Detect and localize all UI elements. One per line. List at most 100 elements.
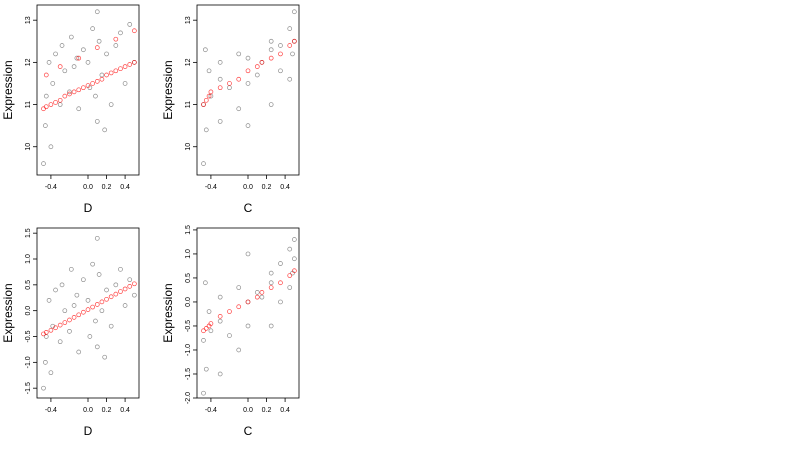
y-axis-title: Expression: [1, 60, 15, 119]
point: [202, 280, 208, 286]
point: [292, 237, 297, 242]
point: [245, 323, 251, 329]
point: [259, 60, 265, 65]
point: [122, 303, 128, 308]
point: [113, 68, 119, 74]
point: [94, 235, 100, 241]
point: [236, 76, 242, 82]
point: [41, 106, 46, 112]
point: [254, 294, 260, 300]
point: [76, 312, 82, 318]
point: [278, 261, 283, 266]
y-tick-label: -1.5: [25, 382, 32, 394]
y-axis-title: Expression: [1, 283, 15, 342]
point: [43, 104, 49, 110]
point: [68, 34, 74, 40]
point: [268, 102, 274, 107]
point: [268, 38, 274, 44]
point: [227, 309, 232, 314]
point: [53, 325, 58, 331]
point: [122, 286, 128, 292]
point: [96, 272, 102, 277]
point: [93, 318, 98, 324]
y-tick-label: 10: [185, 143, 192, 151]
point: [132, 60, 137, 65]
y-tick-label: 12: [185, 58, 192, 66]
y-tick-label: -1.0: [185, 344, 192, 356]
point: [259, 290, 265, 295]
x-tick-label: 0.2: [262, 407, 272, 414]
point: [217, 119, 223, 124]
point: [278, 68, 283, 74]
point: [287, 76, 293, 82]
point: [292, 268, 297, 274]
point: [287, 43, 293, 48]
point: [46, 60, 52, 65]
plot-frame: [36, 4, 140, 176]
point: [132, 281, 137, 287]
point: [104, 296, 109, 302]
y-tick-label: 13: [185, 16, 192, 24]
point: [278, 280, 283, 286]
x-axis-title: D: [84, 424, 93, 438]
point: [217, 85, 223, 91]
point: [53, 287, 58, 293]
point: [268, 55, 274, 61]
plot-frame: [196, 227, 300, 399]
point: [94, 9, 100, 15]
point: [99, 76, 105, 82]
point: [71, 303, 77, 308]
y-tick-label: -0.5: [25, 330, 32, 342]
point: [104, 72, 109, 78]
y-tick-label: 12: [25, 58, 32, 66]
y-tick-label: 0.0: [185, 297, 192, 307]
x-tick-label: 0.0: [83, 184, 93, 191]
point: [43, 330, 49, 335]
point: [94, 119, 100, 124]
point: [74, 292, 80, 298]
point: [245, 81, 251, 86]
point: [93, 93, 98, 99]
point: [268, 270, 274, 276]
point: [208, 89, 214, 95]
point: [227, 85, 232, 91]
point: [259, 294, 265, 300]
point: [104, 287, 109, 293]
y-tick-label: 1.0: [25, 254, 32, 264]
point: [48, 144, 54, 150]
point: [227, 81, 232, 86]
point: [201, 338, 206, 343]
point: [99, 299, 105, 305]
point: [127, 284, 133, 289]
point: [236, 347, 242, 353]
point: [268, 285, 274, 290]
point: [254, 64, 260, 69]
point: [53, 100, 58, 105]
point: [287, 246, 293, 252]
point: [57, 102, 63, 107]
point: [57, 339, 63, 345]
point: [108, 102, 114, 107]
point: [287, 273, 293, 278]
x-tick-label: 0.4: [120, 407, 130, 414]
point: [81, 277, 86, 283]
point: [90, 26, 95, 31]
point: [206, 309, 212, 314]
point: [62, 320, 68, 325]
point: [41, 161, 46, 166]
x-tick-label: -0.4: [45, 407, 57, 414]
point: [122, 81, 128, 86]
plot-frame: [196, 4, 300, 176]
point: [202, 47, 208, 53]
point: [85, 307, 91, 312]
point: [85, 83, 91, 88]
point: [245, 123, 251, 128]
point: [268, 280, 274, 286]
point: [85, 60, 91, 65]
x-axis-title: C: [244, 201, 253, 215]
point: [206, 93, 212, 99]
point: [94, 302, 100, 307]
point: [132, 28, 137, 34]
point: [236, 106, 242, 112]
